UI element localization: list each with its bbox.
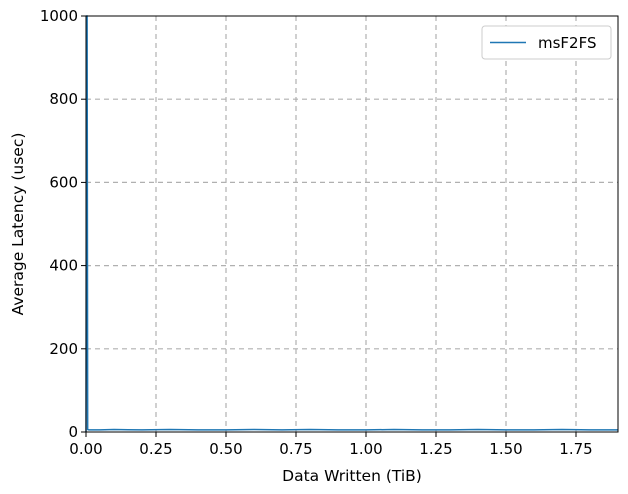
y-tick-label: 0 [68,423,78,441]
x-tick-label: 1.75 [559,440,592,458]
legend-box [481,25,612,60]
grid [86,16,618,432]
y-tick-label: 600 [49,173,78,191]
y-tick-label: 1000 [40,7,78,25]
y-axis-label: Average Latency (usec) [9,133,27,316]
x-tick-label: 0.25 [139,440,172,458]
x-tick-label: 0.75 [279,440,312,458]
x-axis-label: Data Written (TiB) [282,467,422,485]
y-tick-label: 800 [49,90,78,108]
series-layer [85,15,618,433]
ticks: 0.00 0.25 0.50 0.75 1.00 1.25 1.50 1.75 0 200 400 6… [40,7,593,458]
legend-label: msF2FS [538,34,596,52]
legend: msF2FS [481,25,612,60]
x-tick-label: 1.00 [349,440,382,458]
y-tick-label: 400 [49,257,78,275]
x-tick-label: 0.50 [209,440,242,458]
series-line-msF2FS [85,15,618,433]
plot-frame [85,15,619,433]
x-tick-label: 1.25 [419,440,452,458]
y-tick-label: 200 [49,340,78,358]
x-tick-label: 1.50 [489,440,522,458]
x-tick-label: 0.00 [69,440,102,458]
